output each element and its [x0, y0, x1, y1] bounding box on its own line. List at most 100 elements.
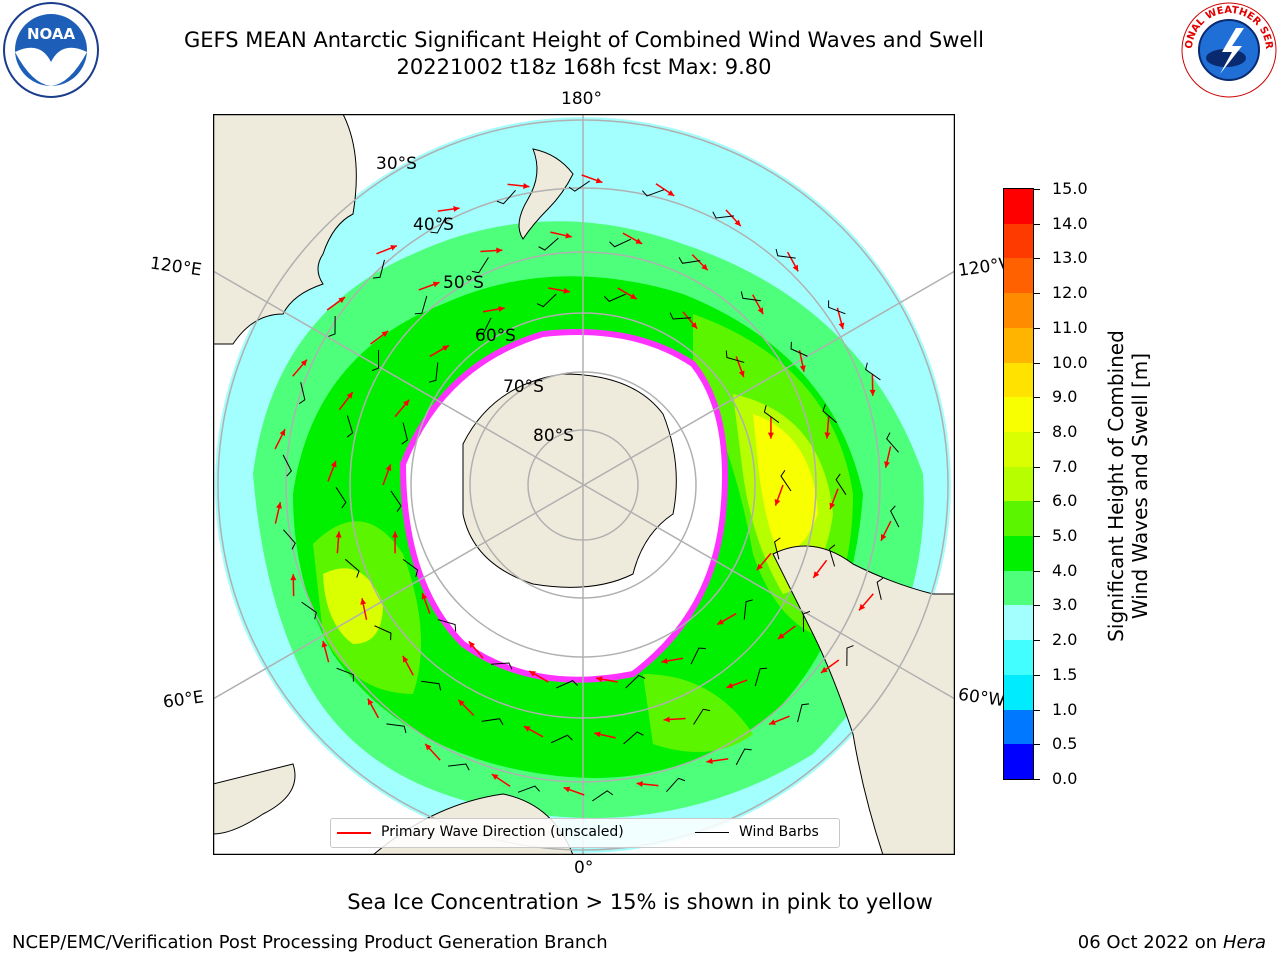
colorbar-tick-label: 8.0: [1052, 421, 1078, 441]
wind-barb: [490, 662, 513, 670]
wave-direction-arrowhead: [756, 563, 763, 571]
wave-direction-arrowhead: [523, 182, 530, 189]
legend-barb-label: Wind Barbs: [739, 824, 819, 840]
colorbar-tick-label: 5.0: [1052, 526, 1078, 546]
colorbar-tick: [1034, 501, 1040, 503]
wind-barb: [797, 703, 809, 723]
wind-barb: [592, 790, 614, 802]
wind-barb: [763, 405, 780, 424]
wind-barb: [712, 211, 734, 219]
footer-date-text: 06 Oct 2022 on: [1077, 932, 1223, 953]
wind-barb: [690, 647, 706, 665]
wave-direction-arrowhead: [769, 719, 776, 725]
wave-direction-arrowhead: [884, 461, 890, 468]
colorbar-segment: [1004, 674, 1033, 710]
colorbar-tick: [1034, 570, 1040, 572]
lon-label-120e: 120°E: [148, 253, 203, 281]
wind-barb: [625, 674, 646, 689]
legend-wave-line: [337, 832, 371, 834]
wind-barb: [536, 293, 557, 308]
chart-subtitle: 20221002 t18z 168h fcst Max: 9.80: [396, 55, 772, 79]
wave-direction-arrowhead: [468, 641, 476, 648]
colorbar-tick-label: 6.0: [1052, 491, 1078, 511]
wind-barb: [754, 667, 768, 687]
wind-barb: [735, 748, 752, 766]
colorbar-tick-label: 9.0: [1052, 387, 1078, 407]
africa-land: [212, 763, 296, 835]
wave-direction-arrowhead: [321, 640, 328, 648]
wind-barb: [386, 723, 407, 734]
wind-barb: [344, 558, 360, 578]
footer-date: 06 Oct 2022 on Hera: [1078, 932, 1266, 953]
wave-direction-arrowhead: [529, 670, 536, 677]
wave-direction-arrowhead: [381, 331, 389, 337]
legend-wave-label: Primary Wave Direction (unscaled): [381, 824, 624, 840]
colorbar: [1003, 188, 1034, 780]
colorbar-tick: [1034, 709, 1040, 711]
colorbar-tick-label: 1.5: [1052, 664, 1078, 684]
wave-direction-arrowhead: [338, 297, 346, 304]
colorbar-tick-label: 0.0: [1052, 769, 1078, 788]
colorbar-segment: [1004, 188, 1033, 224]
australia-land: [212, 113, 357, 345]
wind-barb: [301, 601, 317, 620]
south-america-land: [772, 545, 956, 856]
wind-barb: [678, 256, 701, 264]
colorbar-segment: [1004, 535, 1033, 571]
lat-label-50: 50°S: [443, 273, 484, 293]
colorbar-tick: [1034, 744, 1040, 746]
wind-barb: [374, 625, 392, 641]
colorbar-segment: [1004, 327, 1033, 363]
wind-barb: [390, 490, 402, 512]
colorbar-tick-label: 14.0: [1052, 213, 1088, 233]
wave-direction-arrowhead: [630, 293, 637, 300]
colorbar-tick-label: 11.0: [1052, 317, 1088, 337]
wind-barb: [774, 537, 781, 560]
colorbar-tick: [1034, 327, 1040, 329]
colorbar-tick: [1034, 223, 1040, 225]
wind-barb: [693, 708, 711, 725]
wave-direction-arrowhead: [300, 359, 308, 367]
lat-label-60: 60°S: [475, 326, 516, 346]
wind-barb: [430, 216, 447, 234]
antarctica-region: [399, 329, 728, 683]
wind-barb: [790, 341, 808, 357]
wind-barb: [328, 315, 336, 337]
colorbar-tick: [1034, 536, 1040, 538]
wind-barb: [609, 238, 632, 248]
wave-direction-arrowhead: [701, 263, 708, 271]
vector-overlay: [274, 174, 900, 802]
wind-barb: [725, 350, 745, 363]
colorbar-tick: [1034, 779, 1040, 780]
colorbar-segment: [1004, 396, 1033, 432]
wave-direction-arrowhead: [829, 502, 836, 510]
wave-direction-arrowhead: [880, 534, 887, 541]
footer-credit: NCEP/EMC/Verification Post Processing Pr…: [12, 932, 608, 953]
colorbar-tick-label: 10.0: [1052, 352, 1088, 372]
wind-barb: [603, 293, 626, 302]
wind-barb: [481, 718, 504, 726]
wind-barb: [437, 619, 457, 632]
wave-direction-arrowhead: [869, 389, 876, 396]
colorbar-segment: [1004, 466, 1033, 502]
chart-title: GEFS MEAN Antarctic Significant Height o…: [183, 28, 985, 52]
wave-direction-arrowhead: [635, 238, 643, 244]
lat-label-30: 30°S: [376, 154, 417, 174]
wave-direction-arrowhead: [330, 460, 337, 468]
wave-direction-arrowhead: [717, 618, 724, 625]
wave-direction-arrowhead: [279, 429, 286, 436]
colorbar-tick: [1034, 293, 1040, 295]
wind-barb: [414, 295, 428, 315]
colorbar-tick: [1034, 189, 1040, 190]
wave-direction-arrowhead: [799, 365, 806, 372]
lon-label-60w: 60°W: [956, 684, 1007, 712]
wind-barb: [568, 180, 590, 192]
colorbar-tick: [1034, 466, 1040, 468]
lon-label-60e: 60°E: [161, 687, 206, 713]
wave-direction-arrowhead: [838, 322, 845, 330]
colorbar-segment: [1004, 362, 1033, 398]
wind-barb: [346, 415, 354, 438]
wave-direction-arrowhead: [335, 531, 342, 538]
wave-band-5m-south: [643, 674, 753, 752]
wave-direction-arrowhead: [824, 432, 831, 439]
